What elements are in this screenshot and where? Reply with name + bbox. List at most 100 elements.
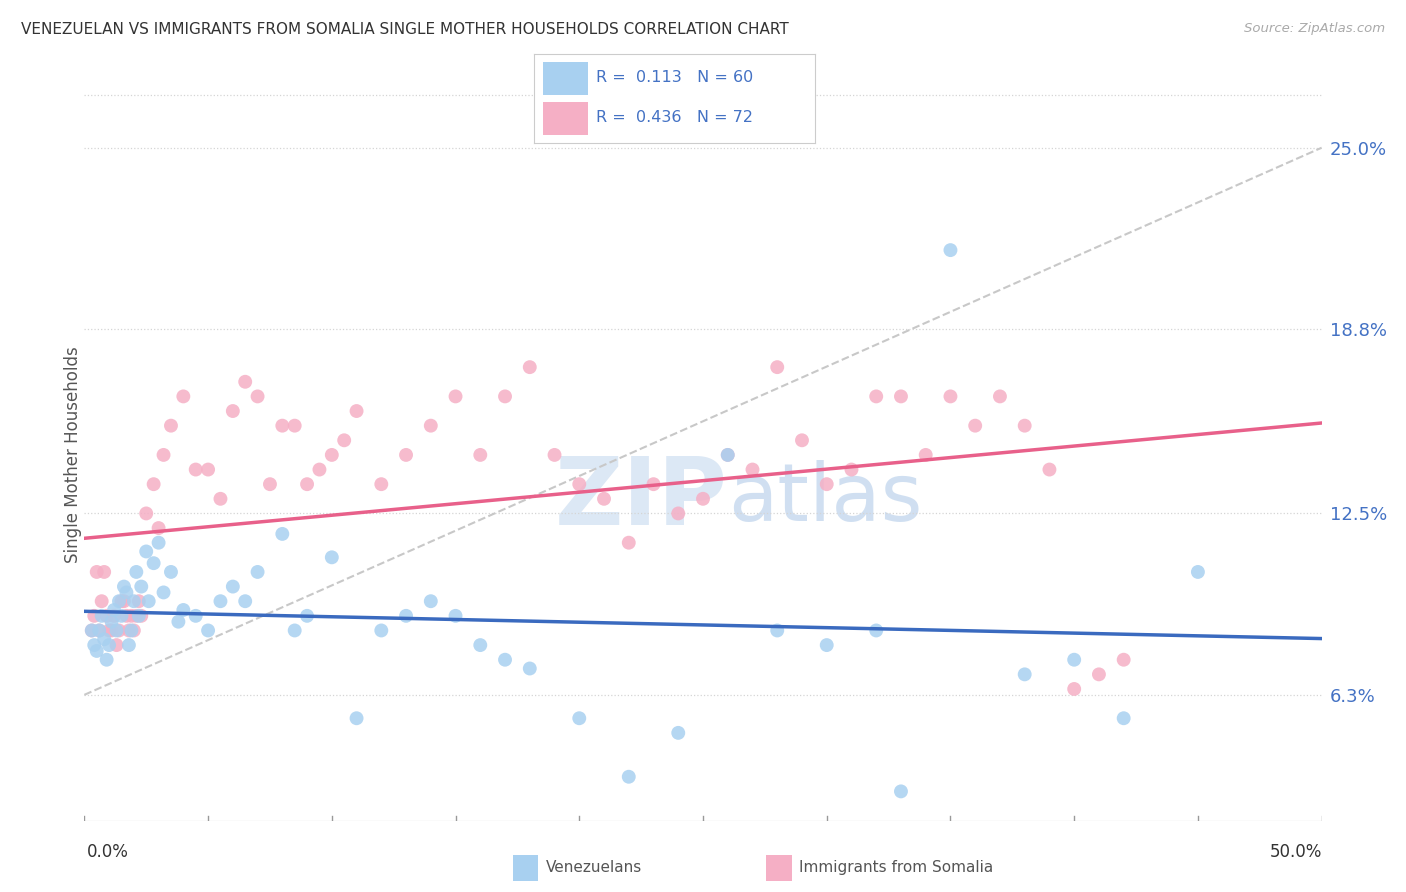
Point bbox=[865, 389, 887, 403]
Point bbox=[593, 491, 616, 506]
Point bbox=[167, 615, 190, 629]
Point bbox=[914, 448, 936, 462]
Point bbox=[129, 580, 152, 594]
Point bbox=[96, 608, 118, 623]
Point bbox=[122, 594, 145, 608]
Point bbox=[1112, 711, 1135, 725]
Point bbox=[83, 638, 105, 652]
Point bbox=[83, 608, 105, 623]
Point bbox=[100, 624, 122, 638]
Point bbox=[370, 624, 392, 638]
Point bbox=[112, 580, 135, 594]
Text: VENEZUELAN VS IMMIGRANTS FROM SOMALIA SINGLE MOTHER HOUSEHOLDS CORRELATION CHART: VENEZUELAN VS IMMIGRANTS FROM SOMALIA SI… bbox=[21, 22, 789, 37]
Point bbox=[110, 594, 132, 608]
Point bbox=[370, 477, 392, 491]
Point bbox=[222, 580, 245, 594]
Point bbox=[103, 608, 125, 623]
Y-axis label: Single Mother Households: Single Mother Households bbox=[65, 347, 82, 563]
Point bbox=[86, 565, 108, 579]
Point bbox=[108, 594, 131, 608]
Point bbox=[246, 389, 269, 403]
Point bbox=[142, 556, 165, 570]
Point bbox=[197, 624, 219, 638]
Point bbox=[100, 615, 122, 629]
Point bbox=[138, 594, 160, 608]
Point bbox=[346, 711, 368, 725]
Point bbox=[284, 418, 307, 433]
Text: R =  0.113   N = 60: R = 0.113 N = 60 bbox=[596, 70, 754, 85]
Point bbox=[90, 594, 112, 608]
Point bbox=[105, 624, 128, 638]
Point bbox=[939, 389, 962, 403]
Point bbox=[271, 527, 294, 541]
Point bbox=[346, 404, 368, 418]
Point bbox=[271, 418, 294, 433]
Point bbox=[568, 477, 591, 491]
Point bbox=[965, 418, 987, 433]
Point bbox=[321, 448, 343, 462]
Point bbox=[890, 389, 912, 403]
Point bbox=[115, 585, 138, 599]
Point bbox=[96, 653, 118, 667]
Point bbox=[494, 653, 516, 667]
Point bbox=[89, 624, 111, 638]
Point bbox=[1187, 565, 1209, 579]
Point bbox=[259, 477, 281, 491]
Point bbox=[1112, 653, 1135, 667]
Point bbox=[233, 594, 256, 608]
Point bbox=[444, 389, 467, 403]
Point bbox=[617, 770, 640, 784]
Text: 50.0%: 50.0% bbox=[1270, 843, 1322, 861]
Point bbox=[308, 462, 330, 476]
Point bbox=[395, 608, 418, 623]
Point bbox=[128, 608, 150, 623]
Text: 0.0%: 0.0% bbox=[87, 843, 129, 861]
Point bbox=[89, 624, 111, 638]
Point bbox=[160, 565, 183, 579]
Point bbox=[80, 624, 103, 638]
Point bbox=[494, 389, 516, 403]
Point bbox=[93, 565, 115, 579]
Point bbox=[790, 434, 813, 448]
Point bbox=[142, 477, 165, 491]
Point bbox=[93, 632, 115, 647]
Point bbox=[184, 462, 207, 476]
Point bbox=[98, 624, 121, 638]
Point bbox=[741, 462, 763, 476]
Text: Source: ZipAtlas.com: Source: ZipAtlas.com bbox=[1244, 22, 1385, 36]
Point bbox=[148, 535, 170, 549]
Point bbox=[519, 360, 541, 375]
Point bbox=[125, 565, 148, 579]
Point bbox=[128, 594, 150, 608]
Point bbox=[666, 726, 689, 740]
Point bbox=[470, 638, 492, 652]
Point bbox=[1014, 418, 1036, 433]
Text: R =  0.436   N = 72: R = 0.436 N = 72 bbox=[596, 111, 754, 125]
Point bbox=[148, 521, 170, 535]
Point bbox=[135, 507, 157, 521]
Point bbox=[295, 608, 318, 623]
Text: ZIP: ZIP bbox=[555, 453, 728, 545]
Point bbox=[841, 462, 863, 476]
Point bbox=[246, 565, 269, 579]
Point bbox=[135, 544, 157, 558]
Point bbox=[321, 550, 343, 565]
Point bbox=[1063, 653, 1085, 667]
Point bbox=[197, 462, 219, 476]
Point bbox=[172, 603, 194, 617]
Point bbox=[717, 448, 740, 462]
Point bbox=[184, 608, 207, 623]
Point bbox=[419, 594, 441, 608]
Point bbox=[112, 594, 135, 608]
Point bbox=[815, 477, 838, 491]
Point bbox=[209, 491, 232, 506]
Point bbox=[160, 418, 183, 433]
Point bbox=[108, 624, 131, 638]
Point bbox=[815, 638, 838, 652]
Point bbox=[233, 375, 256, 389]
Point bbox=[1038, 462, 1060, 476]
Point bbox=[865, 624, 887, 638]
Point bbox=[222, 404, 245, 418]
Point bbox=[103, 603, 125, 617]
Text: Venezuelans: Venezuelans bbox=[546, 861, 641, 875]
